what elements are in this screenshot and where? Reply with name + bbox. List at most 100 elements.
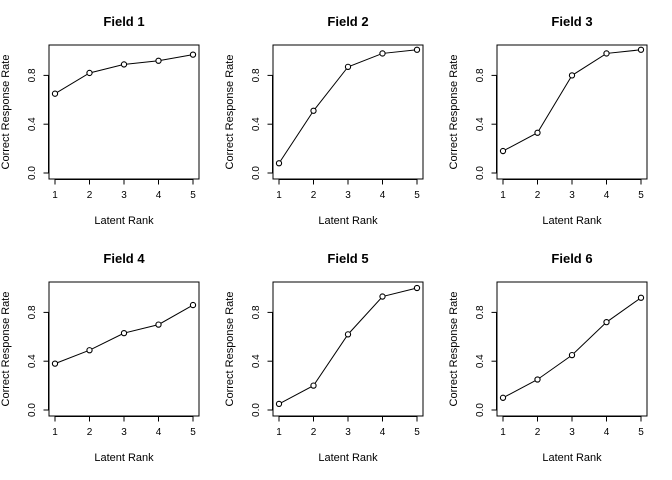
y-axis-title-4: Correct Response Rate [0, 292, 12, 407]
data-point-3-3 [568, 72, 576, 79]
y-axis-title-3: Correct Response Rate [448, 55, 460, 170]
chart-title-4: Field 4 [103, 251, 145, 266]
x-axis-title-3: Latent Rank [542, 215, 602, 227]
y-tick-label-2-2: 0.4 [251, 117, 262, 131]
y-tick-label-3-3: 0.8 [475, 68, 486, 82]
data-point-1-5 [189, 51, 197, 58]
data-point-3-2 [534, 129, 541, 136]
y-tick-label-6-1: 0.0 [475, 403, 486, 417]
data-point-4-3 [120, 329, 128, 337]
x-tick-label-3-3: 3 [569, 190, 575, 201]
data-point-6-5 [637, 294, 645, 301]
chart-panel-4: Field 4 1 2 3 4 5 0.0 0.4 0.8 Latent Rank Correct … [0, 251, 200, 464]
y-tick-label-2-3: 0.8 [251, 68, 262, 82]
series-line-1 [54, 54, 194, 95]
series-line-3 [502, 49, 642, 152]
data-point-3-4 [603, 50, 610, 57]
data-point-5-5 [413, 284, 421, 292]
x-tick-label-6-3: 3 [569, 427, 575, 438]
data-point-4-1 [51, 360, 59, 367]
chart-panel-1: Field 1 1 2 3 4 5 0.0 0.4 0.8 Latent Rank Correct … [0, 14, 200, 227]
x-tick-label-5-4: 4 [380, 427, 386, 438]
data-point-6-2 [534, 376, 541, 383]
y-tick-label-5-3: 0.8 [251, 305, 262, 319]
plot-frame-4 [48, 281, 200, 417]
x-tick-label-3-4: 4 [604, 190, 610, 201]
y-tick-label-4-3: 0.8 [27, 305, 38, 319]
y-tick-label-1-1: 0.0 [27, 166, 38, 180]
data-point-6-1 [499, 394, 507, 401]
y-tick-label-4-1: 0.0 [27, 403, 38, 417]
data-point-5-4 [379, 293, 386, 300]
y-tick-label-5-2: 0.4 [251, 354, 262, 368]
y-axis-title-5: Correct Response Rate [224, 292, 236, 407]
x-tick-label-1-4: 4 [156, 190, 162, 201]
series-line-6 [502, 297, 642, 399]
data-point-6-3 [568, 351, 576, 359]
x-tick-label-5-2: 2 [311, 427, 317, 438]
x-tick-label-1-5: 5 [190, 190, 196, 201]
chart-title-3: Field 3 [551, 14, 592, 29]
data-point-2-2 [310, 107, 317, 114]
x-tick-label-6-4: 4 [604, 427, 610, 438]
y-tick-label-1-3: 0.8 [27, 68, 38, 82]
data-point-3-5 [637, 46, 645, 53]
x-tick-label-1-2: 2 [87, 190, 93, 201]
x-tick-label-3-5: 5 [638, 190, 644, 201]
plot-frame-5 [272, 281, 424, 417]
y-axis-title-6: Correct Response Rate [448, 292, 460, 407]
x-tick-label-6-2: 2 [535, 427, 541, 438]
data-point-4-4 [155, 321, 162, 328]
x-tick-label-2-2: 2 [311, 190, 317, 201]
x-tick-label-6-5: 5 [638, 427, 644, 438]
data-point-5-3 [344, 331, 352, 338]
x-tick-label-2-1: 1 [276, 190, 282, 201]
data-point-4-5 [189, 301, 197, 309]
y-tick-label-3-2: 0.4 [475, 117, 486, 131]
chart-title-5: Field 5 [327, 251, 368, 266]
data-point-2-1 [275, 160, 283, 167]
x-axis-title-4: Latent Rank [94, 452, 154, 464]
x-tick-label-5-3: 3 [345, 427, 351, 438]
x-axis-title-2: Latent Rank [318, 215, 378, 227]
x-axis-title-5: Latent Rank [318, 452, 378, 464]
data-point-2-3 [344, 63, 352, 71]
x-tick-label-4-3: 3 [121, 427, 127, 438]
data-point-5-1 [275, 400, 283, 408]
x-tick-label-5-5: 5 [414, 427, 420, 438]
x-tick-label-3-2: 2 [535, 190, 541, 201]
chart-panel-2: Field 2 1 2 3 4 5 0.0 0.4 0.8 Latent Rank Correct … [224, 14, 424, 227]
data-point-5-2 [310, 382, 317, 389]
x-axis-title-6: Latent Rank [542, 452, 602, 464]
data-point-1-4 [155, 57, 162, 64]
chart-panel-6: Field 6 1 2 3 4 5 0.0 0.4 0.8 Latent Rank Correct … [448, 251, 648, 464]
data-point-4-2 [86, 347, 93, 354]
y-tick-label-3-1: 0.0 [475, 166, 486, 180]
data-point-2-5 [413, 46, 421, 53]
x-axis-title-1: Latent Rank [94, 215, 154, 227]
data-point-1-1 [51, 90, 59, 97]
data-point-3-1 [499, 147, 507, 155]
y-axis-title-1: Correct Response Rate [0, 55, 12, 170]
x-tick-label-2-4: 4 [380, 190, 386, 201]
x-tick-label-2-5: 5 [414, 190, 420, 201]
y-tick-label-5-1: 0.0 [251, 403, 262, 417]
x-tick-label-1-1: 1 [52, 190, 58, 201]
chart-title-1: Field 1 [103, 14, 144, 29]
series-line-5 [278, 287, 418, 405]
plot-frame-3 [496, 44, 648, 180]
x-tick-label-4-2: 2 [87, 427, 93, 438]
x-tick-label-4-5: 5 [190, 427, 196, 438]
x-tick-label-4-4: 4 [156, 427, 162, 438]
plot-frame-6 [496, 281, 648, 417]
chart-title-6: Field 6 [551, 251, 592, 266]
y-tick-label-6-2: 0.4 [475, 354, 486, 368]
y-tick-label-1-2: 0.4 [27, 117, 38, 131]
y-tick-label-2-1: 0.0 [251, 166, 262, 180]
y-tick-label-6-3: 0.8 [475, 305, 486, 319]
x-tick-label-6-1: 1 [500, 427, 506, 438]
y-axis-title-2: Correct Response Rate [224, 55, 236, 170]
x-tick-label-5-1: 1 [276, 427, 282, 438]
